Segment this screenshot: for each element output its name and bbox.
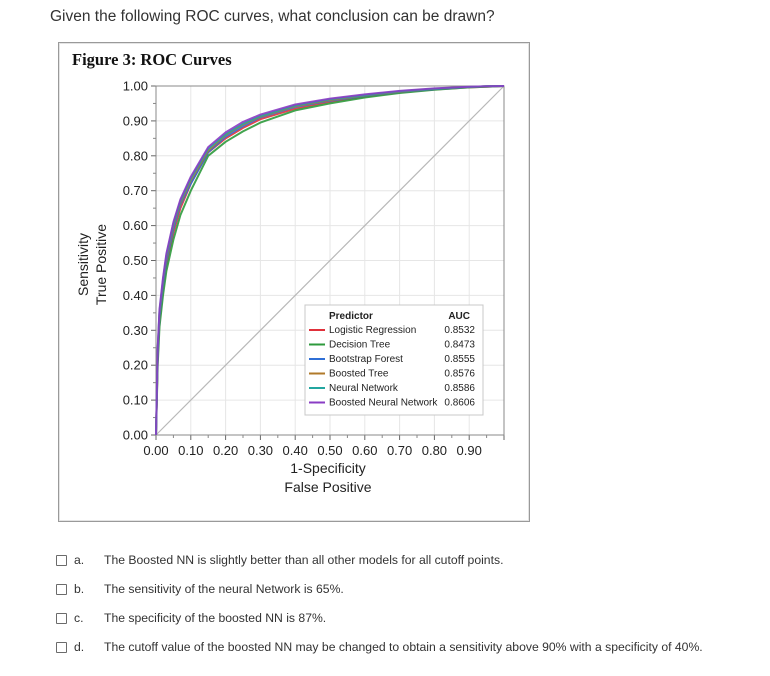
x-tick-label: 0.40	[283, 443, 308, 458]
option-a[interactable]: a. The Boosted NN is slightly better tha…	[56, 550, 736, 570]
option-b-letter: b.	[74, 582, 85, 596]
legend-series-auc: 0.8555	[444, 354, 475, 365]
plot-border	[155, 85, 505, 436]
x-tick-label: 0.70	[387, 443, 412, 458]
x-tick-label: 0.60	[352, 443, 377, 458]
figure-frame: Figure 3: ROC Curves 0.00 0.10 0.20 0.30 0.4…	[58, 42, 530, 522]
option-c-checkbox[interactable]	[56, 612, 67, 624]
option-b-text: The sensitivity of the neural Network is…	[104, 582, 344, 596]
legend-series-auc: 0.8473	[444, 340, 475, 351]
legend-series-auc: 0.8586	[444, 383, 475, 394]
roc-curve	[155, 85, 505, 436]
y-tick-label: 0.40	[123, 288, 148, 303]
y-tick-label: 0.60	[123, 218, 148, 233]
legend-series-name: Neural Network	[329, 383, 399, 394]
legend-series-name: Boosted Neural Network	[329, 398, 438, 409]
legend-box	[304, 304, 484, 416]
option-c[interactable]: c. The specificity of the boosted NN is …	[56, 608, 736, 628]
y-tick-label: 0.90	[123, 113, 148, 128]
x-axis-sublabel: False Positive	[284, 479, 371, 495]
x-axis-label: 1-Specificity	[290, 460, 365, 476]
question-text: Given the following ROC curves, what con…	[50, 8, 495, 25]
option-c-text: The specificity of the boosted NN is 87%…	[104, 611, 327, 625]
option-d-checkbox[interactable]	[56, 641, 67, 653]
legend-series-name: Decision Tree	[329, 340, 391, 351]
legend-series-auc: 0.8532	[444, 325, 475, 336]
y-axis-sublabel: True Positive	[93, 224, 109, 305]
option-d[interactable]: d. The cutoff value of the boosted NN ma…	[56, 637, 736, 657]
option-b[interactable]: b. The sensitivity of the neural Network…	[56, 579, 736, 599]
y-tick-label: 0.00	[123, 428, 148, 443]
x-tick-label: 0.20	[213, 443, 238, 458]
figure-title: Figure 3: ROC Curves	[72, 50, 232, 69]
legend-series-name: Logistic Regression	[329, 325, 416, 336]
x-tick-label: 0.00	[143, 443, 168, 458]
x-tick-label: 0.30	[248, 443, 273, 458]
option-d-letter: d.	[74, 640, 85, 654]
option-a-text: The Boosted NN is slightly better than a…	[104, 553, 504, 567]
option-d-text: The cutoff value of the boosted NN may b…	[104, 640, 703, 654]
x-tick-label: 0.80	[422, 443, 447, 458]
legend-series-name: Bootstrap Forest	[329, 354, 403, 365]
y-tick-label: 0.30	[123, 323, 148, 338]
y-tick-label: 0.10	[123, 393, 148, 408]
legend-series-name: Boosted Tree	[329, 369, 389, 380]
x-tick-label: 0.90	[457, 443, 482, 458]
y-tick-label: 1.00	[123, 79, 148, 94]
option-c-letter: c.	[74, 611, 84, 625]
roc-chart: 0.00 0.10 0.20 0.30 0.40 0.50 0.60 0.70 0.80 0.90…	[75, 79, 505, 495]
y-axis-label: Sensitivity	[75, 233, 91, 296]
option-a-checkbox[interactable]	[56, 554, 67, 566]
y-tick-label: 0.80	[123, 148, 148, 163]
option-b-checkbox[interactable]	[56, 583, 67, 595]
y-tick-label: 0.20	[123, 358, 148, 373]
x-tick-label: 0.50	[317, 443, 342, 458]
legend-series-auc: 0.8576	[444, 369, 475, 380]
diagonal-reference-line	[155, 85, 505, 436]
legend-series-auc: 0.8606	[444, 398, 475, 409]
option-a-letter: a.	[74, 553, 85, 567]
y-tick-label: 0.70	[123, 183, 148, 198]
legend-header-predictor: Predictor	[329, 311, 373, 322]
x-tick-label: 0.10	[178, 443, 203, 458]
y-tick-label: 0.50	[123, 253, 148, 268]
legend-header-auc: AUC	[448, 311, 470, 322]
